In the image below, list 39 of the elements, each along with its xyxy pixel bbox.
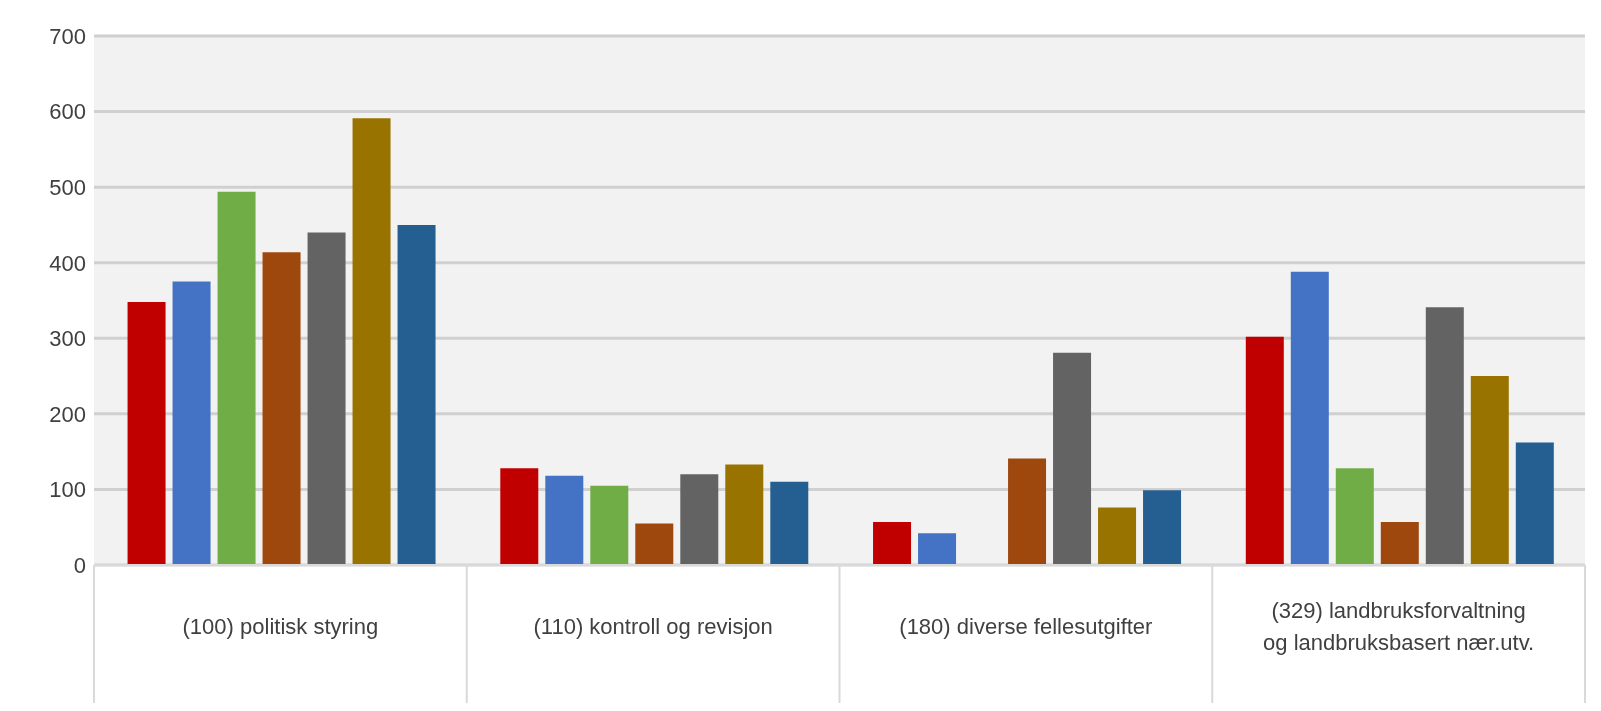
y-tick-label: 100	[49, 477, 86, 503]
bar	[1470, 376, 1509, 565]
y-tick-label: 0	[73, 552, 86, 578]
bar	[1098, 507, 1137, 565]
y-tick-label: 400	[49, 250, 86, 276]
y-tick-label: 300	[49, 326, 86, 352]
x-tick-label: (100) politisk styring	[182, 614, 379, 639]
bar	[1380, 521, 1419, 565]
bar	[1143, 490, 1182, 565]
bar	[1053, 352, 1092, 565]
bar	[1425, 307, 1464, 565]
bar	[770, 481, 809, 565]
bar	[545, 475, 584, 565]
bar	[1008, 458, 1047, 565]
x-tick-label: (110) kontroll og revisjon	[533, 614, 773, 639]
bar	[590, 485, 629, 565]
bar	[352, 118, 391, 565]
bar	[262, 252, 301, 565]
bar	[397, 224, 436, 565]
bar	[918, 533, 957, 565]
bar	[1290, 271, 1329, 565]
bar	[1245, 336, 1284, 565]
x-tick-label: (329) landbruksforvaltning og landbruksbasert nær.utv.	[1263, 598, 1535, 655]
y-tick-label: 500	[49, 174, 86, 200]
bar	[307, 232, 346, 565]
bar	[873, 521, 912, 565]
bar	[500, 468, 539, 565]
bar	[1515, 442, 1554, 565]
bar	[127, 302, 166, 565]
bar	[1335, 468, 1374, 565]
bar	[635, 523, 674, 565]
y-tick-label: 600	[49, 99, 86, 125]
bar	[217, 191, 256, 565]
bar	[725, 464, 764, 565]
bar	[172, 281, 211, 565]
bar	[680, 474, 719, 565]
y-tick-label: 200	[49, 401, 86, 427]
y-tick-label: 700	[49, 23, 86, 49]
x-tick-label: (180) diverse fellesutgifter	[899, 614, 1153, 639]
